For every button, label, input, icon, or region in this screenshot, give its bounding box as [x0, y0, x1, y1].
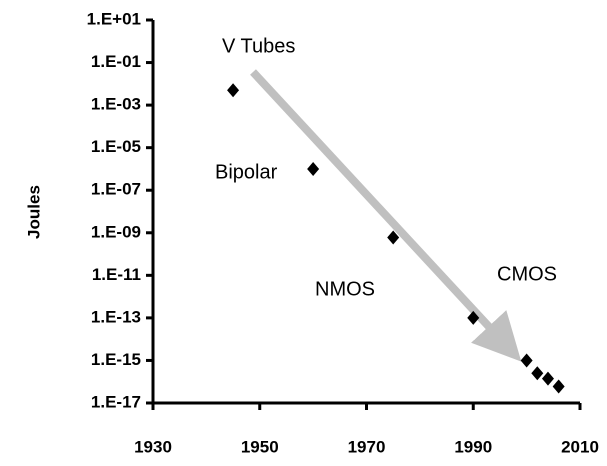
y-tick-label: 1.E-15	[91, 350, 141, 369]
y-tick-label: 1.E-13	[91, 307, 141, 326]
x-tick-label: 1950	[241, 437, 279, 456]
x-tick-label: 1930	[134, 437, 172, 456]
annotation: NMOS	[315, 278, 375, 300]
y-tick-label: 1.E-17	[91, 392, 141, 411]
y-tick-label: 1.E-07	[91, 180, 141, 199]
x-tick-label: 1990	[454, 437, 492, 456]
x-tick-label: 1970	[348, 437, 386, 456]
point	[227, 83, 240, 98]
x-tick-label: 2010	[561, 437, 599, 456]
point	[552, 379, 565, 394]
point	[541, 371, 554, 386]
annotation: Bipolar	[215, 161, 278, 183]
y-tick-label: 1.E+01	[87, 9, 141, 28]
y-tick-label: 1.E-11	[92, 265, 141, 284]
annotation: CMOS	[497, 263, 557, 285]
y-tick-label: 1.E-09	[91, 222, 141, 241]
y-tick-label: 1.E-01	[91, 52, 141, 71]
annotation: V Tubes	[222, 35, 295, 57]
y-axis-label: Joules	[24, 185, 43, 239]
point	[531, 366, 544, 381]
y-tick-label: 1.E-05	[91, 137, 141, 156]
point	[387, 230, 400, 245]
trend-arrow	[250, 69, 522, 362]
point	[520, 353, 533, 368]
y-tick-label: 1.E-03	[91, 95, 141, 114]
point	[307, 161, 320, 176]
point	[467, 310, 480, 325]
